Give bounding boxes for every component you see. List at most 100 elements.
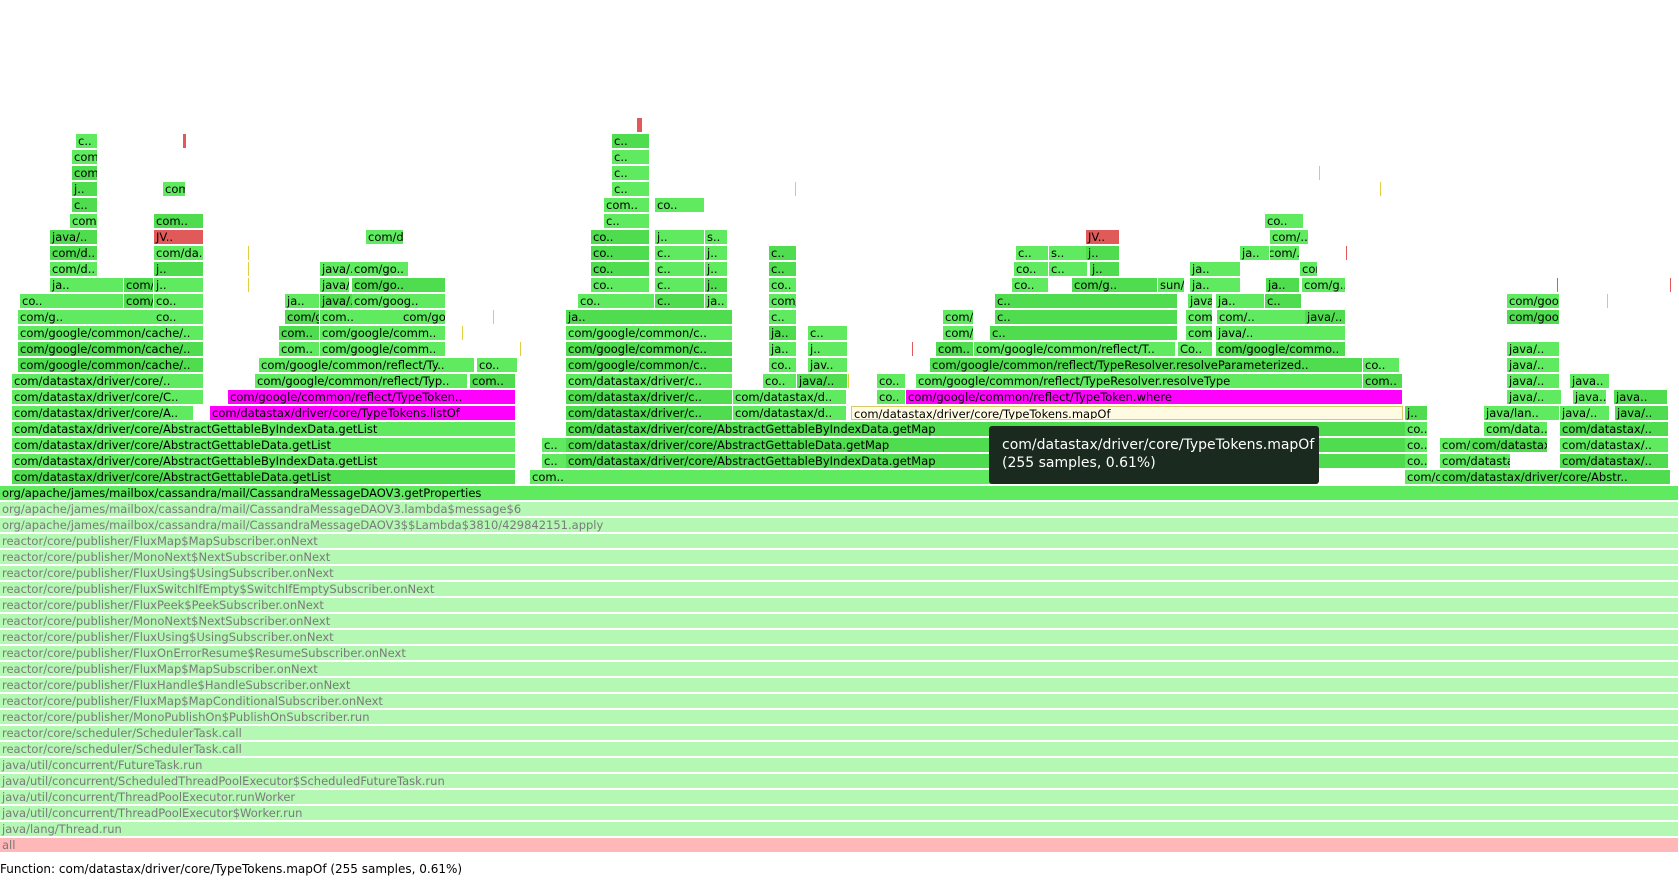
tower-frame[interactable]: java/..: [1507, 342, 1560, 356]
tower-frame[interactable]: com/google/common/c..: [566, 342, 733, 356]
tower-frame[interactable]: com/google/common/reflec..: [943, 326, 974, 340]
tower-frame-sliver[interactable]: [462, 326, 464, 340]
tower-frame[interactable]: c..: [1016, 246, 1049, 260]
stack-frame[interactable]: org/apache/james/mailbox/cassandra/mail/…: [0, 518, 1679, 532]
tower-frame[interactable]: com/datastax/d..: [733, 390, 847, 404]
tower-frame[interactable]: c..: [612, 182, 650, 196]
tower-frame[interactable]: com/goog..: [352, 294, 446, 308]
tower-frame[interactable]: com/datastax/driver/core/AbstractGettabl…: [12, 422, 516, 436]
tower-frame[interactable]: s..: [1049, 246, 1088, 260]
tower-frame-sliver[interactable]: [520, 342, 522, 356]
root-frame-all[interactable]: all: [0, 838, 1679, 852]
tower-frame[interactable]: c..: [769, 310, 797, 324]
tower-frame[interactable]: com/datastax/driver/core/AbstractGettabl…: [12, 438, 516, 452]
tower-frame[interactable]: jav..: [808, 358, 848, 372]
tower-frame[interactable]: java/..: [1507, 358, 1560, 372]
tower-frame[interactable]: com/g..: [1300, 262, 1318, 276]
tower-frame[interactable]: com/datastax/driver/core/A..: [12, 406, 194, 420]
tower-frame[interactable]: com..: [70, 214, 98, 228]
tower-frame[interactable]: co..: [1405, 454, 1428, 468]
tower-frame[interactable]: com/datastax/driver/core/AbstractGettabl…: [1405, 470, 1441, 484]
tower-frame[interactable]: j..: [1086, 246, 1120, 260]
tower-frame-sliver[interactable]: [1380, 182, 1382, 196]
tower-frame[interactable]: java..: [1614, 390, 1668, 404]
stack-frame[interactable]: org/apache/james/mailbox/cassandra/mail/…: [0, 502, 1679, 516]
tower-frame[interactable]: com/datastax/driver/core/C..: [12, 390, 204, 404]
tower-frame[interactable]: java/lan..: [1484, 406, 1560, 420]
tower-frame[interactable]: java/..: [50, 230, 98, 244]
tower-frame-sliver[interactable]: [1607, 294, 1609, 308]
stack-frame[interactable]: java/lang/Thread.run: [0, 822, 1679, 836]
tower-frame[interactable]: java/..: [797, 374, 848, 388]
tower-frame[interactable]: com/datastax/driver/core/..: [12, 374, 204, 388]
tower-frame[interactable]: co..: [591, 246, 650, 260]
tower-frame[interactable]: JV..: [1086, 230, 1120, 244]
tower-frame[interactable]: c..: [612, 150, 650, 164]
tower-frame[interactable]: co..: [763, 374, 797, 388]
tower-frame[interactable]: com/datastax/d..: [733, 406, 847, 420]
tower-frame[interactable]: c..: [604, 214, 650, 228]
tower-frame[interactable]: com/google/commo..: [1216, 342, 1346, 356]
tower-frame[interactable]: com/google/common/c..: [566, 358, 733, 372]
tower-frame[interactable]: com/google/common/reflect/TypeToken..: [228, 390, 516, 404]
tower-frame[interactable]: j..: [154, 278, 204, 292]
tower-frame-sliver[interactable]: [248, 278, 250, 292]
tower-frame[interactable]: ja..: [566, 310, 733, 324]
tower-frame[interactable]: com/google/commo..: [1186, 326, 1213, 340]
tower-frame[interactable]: ja..: [1190, 262, 1241, 276]
tower-frame[interactable]: com/google/common/cache/..: [18, 342, 204, 356]
tower-frame[interactable]: c..: [808, 326, 848, 340]
tower-frame[interactable]: com..: [154, 214, 204, 228]
tower-frame[interactable]: ja..: [705, 294, 728, 308]
stack-frame[interactable]: org/apache/james/mailbox/cassandra/mail/…: [0, 486, 1679, 500]
tower-frame[interactable]: c..: [655, 262, 705, 276]
tower-frame[interactable]: c..: [995, 294, 1178, 308]
tower-frame[interactable]: com/google/common/reflect/TypeResolver.r…: [930, 358, 1363, 372]
tower-frame-sliver[interactable]: [248, 246, 250, 260]
tower-frame[interactable]: com/google..: [1186, 310, 1213, 324]
tower-frame[interactable]: j..: [705, 246, 728, 260]
tower-frame[interactable]: c..: [1049, 262, 1088, 276]
tower-frame-sliver[interactable]: [1557, 278, 1559, 292]
tower-frame[interactable]: co..: [477, 358, 518, 372]
tower-frame[interactable]: j..: [72, 182, 98, 196]
tower-frame[interactable]: com/google/comm..: [320, 342, 446, 356]
tower-frame-sliver[interactable]: [1670, 278, 1672, 292]
tower-frame-sliver[interactable]: [248, 262, 250, 276]
tower-frame[interactable]: com/datastax/driver/c..: [566, 390, 733, 404]
tower-frame[interactable]: com/google/common/c..: [566, 326, 733, 340]
tower-frame[interactable]: j..: [1405, 406, 1428, 420]
tower-frame[interactable]: java..: [1573, 390, 1607, 404]
tower-frame[interactable]: c..: [995, 310, 1178, 324]
tower-frame[interactable]: com/da..: [154, 246, 204, 260]
stack-frame[interactable]: reactor/core/publisher/FluxMap$MapCondit…: [0, 694, 1679, 708]
tower-frame[interactable]: com..: [279, 326, 320, 340]
tower-frame[interactable]: ja..: [285, 294, 320, 308]
tower-frame[interactable]: co..: [154, 310, 204, 324]
tower-frame[interactable]: java..: [1570, 374, 1610, 388]
tower-frame[interactable]: com/..: [1266, 246, 1300, 260]
tower-frame-sliver[interactable]: [1319, 166, 1321, 180]
tower-frame[interactable]: c..: [655, 278, 705, 292]
tower-frame[interactable]: co..: [1014, 262, 1049, 276]
tower-frame[interactable]: com/datastax/dr..: [1470, 438, 1548, 452]
tower-frame[interactable]: com/google/common/refle..: [943, 310, 974, 324]
tower-frame[interactable]: com/google/common/refle..: [769, 294, 797, 308]
tower-frame[interactable]: j..: [705, 278, 728, 292]
tower-frame[interactable]: com/google/comm..: [320, 326, 446, 340]
tower-frame[interactable]: com/datastax/driver/core/AbstractGettabl…: [12, 470, 516, 484]
tower-frame[interactable]: com/google/common/cache/..: [18, 358, 204, 372]
tower-frame[interactable]: com/go..: [352, 262, 409, 276]
tower-frame[interactable]: c..: [769, 262, 797, 276]
tower-frame[interactable]: c..: [655, 294, 705, 308]
tower-frame[interactable]: com..: [279, 342, 320, 356]
tower-frame[interactable]: co..: [20, 294, 124, 308]
tower-frame[interactable]: s..: [705, 230, 728, 244]
tower-frame[interactable]: com/datastax/..: [1560, 422, 1669, 436]
tower-frame[interactable]: com/google/comm..: [285, 310, 320, 324]
tower-frame[interactable]: Co..: [1178, 342, 1213, 356]
tower-frame[interactable]: java/..: [1615, 406, 1669, 420]
tower-frame[interactable]: com/google/common/reflect/TypeToken.wher…: [906, 390, 1403, 404]
tower-frame[interactable]: com/google/common/reflect/T..: [974, 342, 1176, 356]
tower-frame[interactable]: com/googl..: [1507, 294, 1560, 308]
